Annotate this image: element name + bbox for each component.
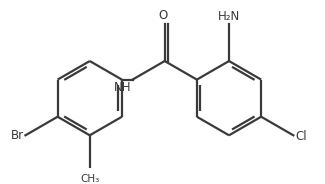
Text: Br: Br (10, 129, 24, 142)
Text: CH₃: CH₃ (80, 174, 99, 184)
Text: Cl: Cl (295, 130, 307, 143)
Text: NH: NH (114, 81, 132, 93)
Text: O: O (158, 9, 167, 22)
Text: H₂N: H₂N (218, 10, 240, 23)
